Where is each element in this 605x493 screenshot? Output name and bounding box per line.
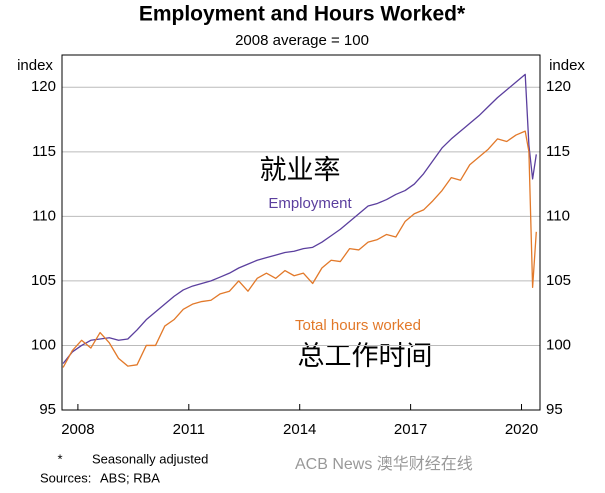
y-tick-label: 95 (39, 401, 56, 418)
series-line (62, 130, 537, 368)
sources: ABS; RBA (100, 470, 160, 485)
y-tick-label: 120 (31, 78, 56, 95)
sources-label: Sources: (40, 470, 91, 485)
chart-subtitle: 2008 average = 100 (235, 32, 369, 49)
y2-tick-label: 105 (546, 272, 571, 289)
y-tick-label: 100 (31, 336, 56, 353)
chart-title: Employment and Hours Worked* (139, 3, 466, 26)
annotation: 总工作时间 (298, 341, 433, 371)
y2-tick-label: 95 (546, 401, 563, 418)
annotation: 就业率 (260, 155, 341, 185)
y-tick-label: 110 (32, 207, 56, 224)
series-label: Total hours worked (295, 317, 421, 334)
x-tick-label: 2020 (505, 421, 538, 438)
y2-tick-label: 100 (546, 336, 571, 353)
y2-tick-label: 115 (546, 143, 570, 160)
x-tick-label: 2011 (173, 421, 205, 438)
y-tick-label: 105 (31, 272, 56, 289)
x-tick-label: 2008 (61, 421, 94, 438)
footnote: Seasonally adjusted (92, 451, 208, 466)
watermark: ACB News 澳华财经在线 (295, 455, 473, 473)
y2-axis-label: index (549, 57, 585, 74)
plot-frame (61, 54, 541, 411)
y-axis-label: index (17, 57, 53, 74)
y2-tick-label: 110 (546, 207, 570, 224)
x-tick-label: 2017 (394, 421, 427, 438)
series-line (62, 73, 537, 364)
y2-tick-label: 120 (546, 78, 571, 95)
x-tick-label: 2014 (283, 421, 316, 438)
y-tick-label: 115 (32, 143, 56, 160)
footnote-marker: * (57, 451, 62, 466)
series-label: Employment (268, 195, 352, 212)
